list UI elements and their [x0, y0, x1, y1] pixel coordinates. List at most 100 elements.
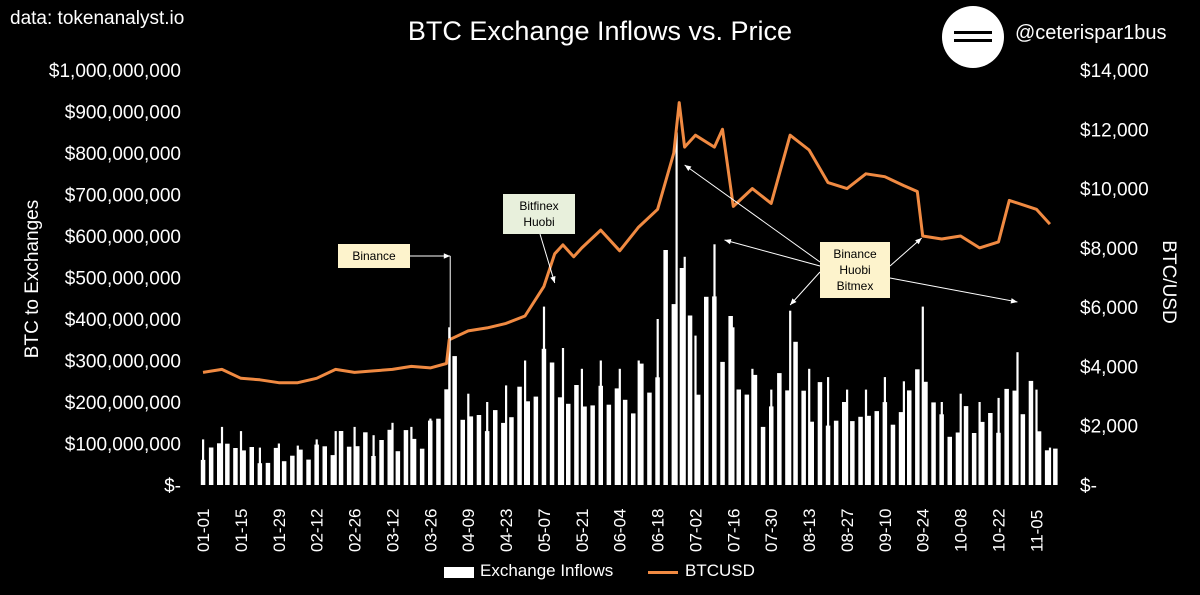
x-tick-label: 11-05 [1027, 510, 1046, 552]
x-tick-label: 02-26 [346, 509, 365, 552]
inflow-bar [452, 356, 457, 485]
inflow-bar [290, 455, 295, 485]
inflow-peak-bar [1048, 447, 1052, 485]
inflow-bar [744, 394, 750, 485]
inflow-bar [955, 432, 961, 485]
annotation-arrow [889, 237, 923, 267]
inflow-bar [1036, 431, 1042, 485]
inflow-bar [330, 455, 336, 485]
inflow-bar [704, 296, 709, 485]
inflow-bar [306, 459, 311, 485]
inflow-bar [874, 411, 879, 485]
inflow-bar [582, 406, 587, 485]
inflow-bar [249, 447, 254, 485]
inflow-bar [614, 388, 620, 485]
inflow-peak-bar [883, 377, 886, 485]
inflow-bar [501, 422, 506, 485]
y-tick-left: $100,000,000 [65, 435, 181, 456]
inflow-bar [622, 399, 628, 485]
legend-label-inflows: Exchange Inflows [480, 561, 614, 580]
inflow-bar [606, 404, 612, 485]
x-tick-label: 09-10 [876, 509, 895, 552]
annotation-arrow [684, 164, 821, 263]
inflow-bar [760, 426, 766, 485]
y-tick-right: $2,000 [1080, 417, 1138, 438]
inflow-peak-bar [353, 426, 356, 485]
avatar[interactable] [942, 6, 1004, 68]
inflow-peak-bar [505, 385, 508, 485]
inflow-bar [1004, 388, 1009, 485]
inflow-bar [631, 413, 636, 485]
inflow-bar [574, 385, 579, 485]
x-tick-label: 01-29 [270, 509, 289, 552]
inflow-peak-bar [827, 377, 830, 485]
inflow-bar [801, 390, 806, 485]
inflow-bar [679, 268, 685, 485]
inflow-peak-bar [732, 327, 735, 485]
y-tick-left: $1,000,000,000 [49, 61, 181, 82]
inflow-bar [898, 412, 904, 485]
inflow-peak-bar [542, 306, 546, 485]
author-handle[interactable]: @ceterispar1bus [1015, 22, 1167, 44]
inflow-bar [931, 402, 936, 485]
inflow-peak-bar [410, 426, 413, 485]
x-tick-label: 04-23 [497, 509, 516, 552]
inflow-bar [833, 420, 839, 485]
inflow-bar [842, 402, 847, 485]
annotation-arrowhead [915, 238, 922, 245]
x-tick-label: 05-21 [573, 509, 592, 552]
y-tick-right: $- [1080, 476, 1097, 497]
annotation-arrowhead [790, 298, 797, 305]
y-tick-left: $400,000,000 [65, 310, 181, 331]
inflow-bar [988, 413, 993, 485]
y-tick-right: $4,000 [1080, 357, 1138, 378]
inflow-bar [476, 415, 482, 485]
inflow-peak-bar [902, 381, 905, 486]
inflow-peak-bar [683, 256, 686, 486]
inflow-bar [265, 462, 271, 485]
chart-plot: $- $100,000,000 $200,000,000 $300,000,000 $4… [49, 61, 1149, 552]
y-tick-left: $900,000,000 [65, 103, 181, 124]
inflow-peak-bar [429, 418, 432, 485]
annotation-arrowhead [724, 239, 732, 245]
inflow-bar [1028, 380, 1034, 485]
inflow-peak-bar [258, 447, 261, 485]
annotation-arrow [889, 277, 1018, 303]
inflow-bar [419, 448, 425, 485]
inflow-bar [395, 451, 401, 485]
inflow-peak-bar [580, 368, 583, 485]
legend-bar-swatch [444, 567, 474, 578]
inflow-bar [639, 363, 644, 485]
inflow-bar [298, 449, 303, 485]
inflow-bar [963, 406, 969, 485]
y-tick-right: $8,000 [1080, 239, 1138, 260]
inflow-bar [444, 389, 449, 485]
legend-line-swatch [648, 571, 678, 574]
y-tick-right: $6,000 [1080, 298, 1138, 319]
inflow-peak-bar [561, 348, 565, 485]
inflow-bar [728, 316, 733, 485]
inflow-bar [281, 461, 287, 485]
annotation-arrow [539, 233, 556, 284]
inflow-bar [1044, 450, 1050, 485]
y-tick-left: $700,000,000 [65, 186, 181, 207]
inflow-bar [1053, 448, 1058, 485]
inflow-bar [777, 373, 782, 485]
inflow-peak-bar [486, 402, 489, 485]
inflow-peak-bar [656, 319, 659, 485]
inflow-peak-bar [202, 439, 205, 485]
inflow-bar [387, 429, 392, 485]
inflow-peak-bar [959, 393, 962, 485]
inflow-peak-bar [1035, 389, 1038, 485]
annotation-binance-text: Binance [352, 249, 396, 263]
legend-label-btcusd: BTCUSD [685, 561, 755, 580]
x-tick-label: 06-18 [649, 509, 668, 552]
inflow-bar [338, 431, 344, 485]
inflow-bar [557, 397, 563, 485]
inflow-bar [225, 443, 230, 485]
inflow-bar [460, 419, 465, 485]
x-tick-label: 10-22 [990, 509, 1009, 552]
inflow-peak-bar [637, 360, 640, 485]
inflow-bar [493, 410, 498, 485]
inflow-peak-bar [467, 393, 470, 485]
